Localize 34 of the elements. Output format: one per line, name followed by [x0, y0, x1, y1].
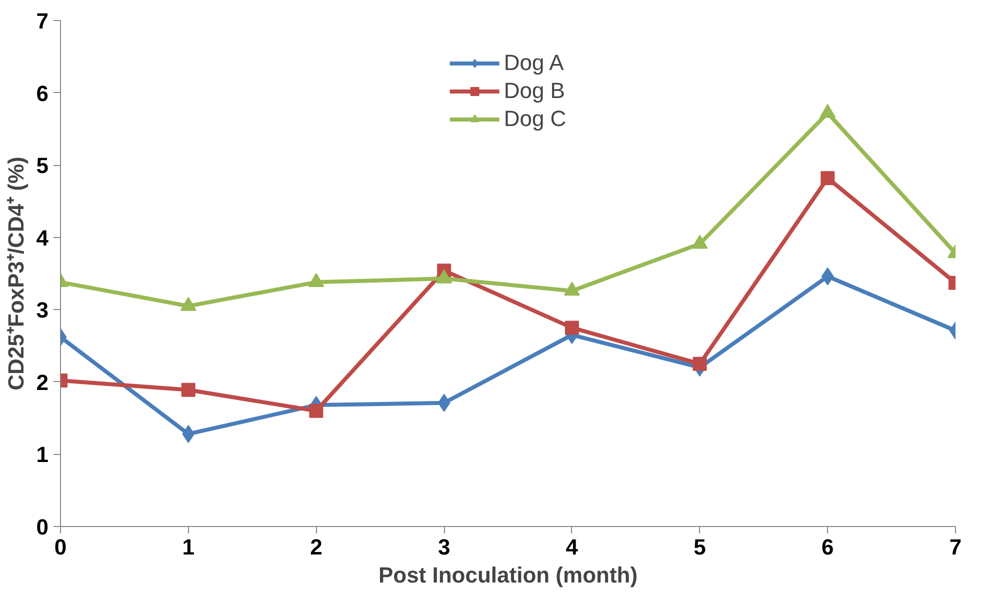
x-axis-title: Post Inoculation (month) — [378, 562, 638, 588]
point — [564, 282, 580, 296]
point — [820, 104, 836, 118]
y-tick-label: 1 — [36, 442, 49, 468]
x-tick-label: 2 — [310, 534, 322, 560]
point — [692, 356, 707, 371]
legend-label: Dog C — [504, 106, 566, 132]
y-tick-label: 6 — [36, 80, 49, 106]
point — [181, 382, 196, 397]
x-tick-label: 1 — [182, 534, 194, 560]
x-tick-label: 7 — [949, 534, 962, 560]
x-tick-label: 6 — [822, 534, 834, 560]
point — [180, 296, 196, 311]
point — [182, 424, 195, 443]
x-tick-label: 4 — [566, 534, 579, 560]
y-tick-label: 0 — [36, 514, 49, 540]
point — [309, 404, 324, 418]
x-tick-label: 3 — [438, 534, 450, 560]
y-tick-label: 5 — [36, 153, 49, 178]
y-tick-label: 7 — [36, 8, 49, 34]
point — [692, 234, 708, 249]
y-tick-label: 2 — [36, 370, 49, 395]
legend-label: Dog B — [504, 78, 565, 104]
legend-label: Dog A — [504, 50, 564, 76]
y-axis-title: CD25⁺FoxP3⁺/CD4⁺ (%) — [3, 156, 28, 390]
point — [308, 273, 324, 288]
x-tick-label: 0 — [54, 534, 67, 560]
point — [438, 394, 450, 412]
point — [821, 267, 834, 286]
y-tick-label: 4 — [36, 225, 50, 250]
point — [564, 320, 579, 335]
point — [436, 269, 452, 284]
x-tick-label: 5 — [694, 534, 706, 560]
y-tick-label: 3 — [36, 298, 49, 323]
